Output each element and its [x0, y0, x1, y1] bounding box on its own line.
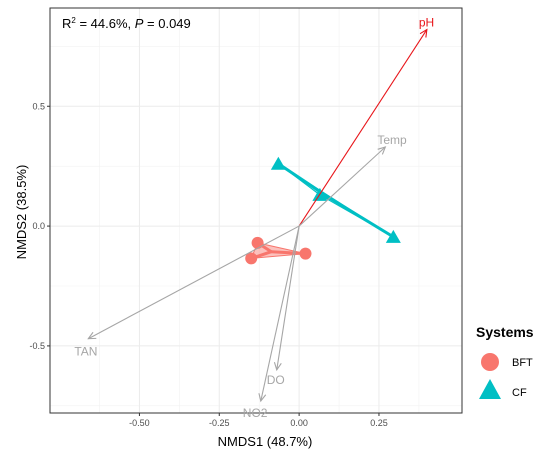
legend: Systems BFT CF — [476, 324, 534, 399]
temp-vector-arrowhead — [377, 146, 387, 155]
cf-spider-line — [329, 197, 395, 239]
data-series — [245, 156, 401, 265]
cf-point — [270, 156, 286, 170]
x-axis-title: NMDS1 (48.7%) — [218, 434, 313, 449]
legend-title: Systems — [476, 324, 534, 340]
legend-cf-label: CF — [512, 387, 527, 399]
axis-ticks: -0.50 -0.25 0.00 0.25 -0.5 0.0 0.5 — [29, 101, 387, 428]
do-vector-line — [276, 225, 300, 370]
x-tick-label: -0.25 — [209, 418, 230, 428]
x-tick-label: 0.25 — [370, 418, 388, 428]
bft-point — [251, 236, 264, 249]
x-tick-label: 0.00 — [290, 418, 308, 428]
plot-panel — [49, 7, 463, 414]
ph-vector-line — [298, 29, 428, 227]
no2-vector-line — [260, 225, 300, 402]
x-tick-label: -0.50 — [129, 418, 150, 428]
p-value: = 0.049 — [143, 16, 190, 31]
y-tick-label: 0.5 — [32, 101, 45, 111]
do-vector-label: DO — [267, 373, 285, 387]
legend-bft-label: BFT — [512, 357, 533, 369]
tan-vector-line — [88, 225, 300, 340]
cf-point — [385, 229, 401, 243]
r2-value: = 44.6%, — [76, 16, 135, 31]
r2-label: R — [62, 16, 71, 31]
stats-annotation: R2 = 44.6%, P = 0.049 — [62, 16, 191, 31]
tan-vector-arrowhead — [87, 331, 97, 340]
y-tick-label: -0.5 — [29, 341, 45, 351]
y-axis-title: NMDS2 (38.5%) — [14, 165, 29, 260]
legend-cf-marker — [479, 379, 501, 399]
bft-point — [299, 247, 312, 260]
tan-vector-label: TAN — [74, 345, 97, 359]
no2-vector-label: NO2 — [243, 406, 268, 420]
environment-vectors: pH Temp TAN DO NO2 — [74, 16, 434, 420]
temp-vector-label: Temp — [377, 133, 407, 147]
r2-superscript: 2 — [71, 16, 76, 25]
bft-point — [245, 252, 258, 265]
legend-bft-marker — [481, 353, 499, 371]
grid — [50, 8, 462, 413]
ph-vector-label: pH — [419, 16, 434, 30]
p-label: P — [135, 16, 144, 31]
ph-vector-arrowhead — [419, 28, 428, 38]
y-tick-label: 0.0 — [32, 221, 45, 231]
temp-vector-line — [298, 146, 386, 227]
no2-vector-arrowhead — [258, 393, 267, 403]
do-vector-arrowhead — [273, 362, 282, 372]
